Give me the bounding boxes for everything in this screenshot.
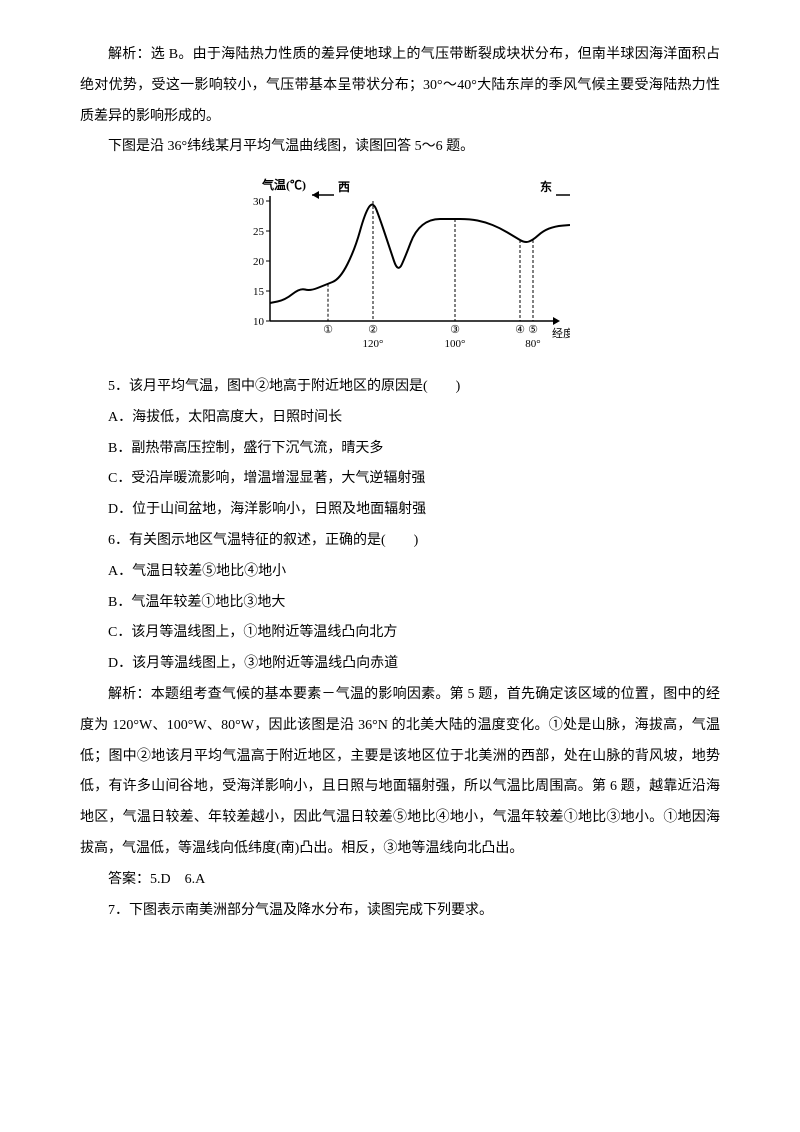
answer-56: 答案：5.D 6.A bbox=[80, 865, 720, 896]
svg-text:②: ② bbox=[368, 324, 378, 336]
q6-option-a: A．气温日较差⑤地比④地小 bbox=[80, 557, 720, 588]
svg-text:经度: 经度 bbox=[552, 326, 570, 340]
chart-container: 气温(℃) 西 东 30 25 20 15 10 经度 ① ② 120° ③ 100° ④⑤ 80° bbox=[80, 171, 720, 364]
explanation-1: 解析：选 B。由于海陆热力性质的差异使地球上的气压带断裂成块状分布，但南半球因海… bbox=[80, 40, 720, 132]
svg-text:100°: 100° bbox=[445, 338, 466, 350]
stimulus-text: 下图是沿 36°纬线某月平均气温曲线图，读图回答 5～6 题。 bbox=[80, 132, 720, 163]
q5-option-d: D．位于山间盆地，海洋影响小，日照及地面辐射强 bbox=[80, 495, 720, 526]
q5-stem: 5．该月平均气温，图中②地高于附近地区的原因是( ) bbox=[80, 372, 720, 403]
svg-text:15: 15 bbox=[253, 286, 265, 298]
svg-text:气温(℃): 气温(℃) bbox=[261, 177, 306, 192]
svg-text:10: 10 bbox=[253, 316, 265, 328]
svg-text:西: 西 bbox=[338, 180, 350, 194]
svg-text:③: ③ bbox=[450, 324, 460, 336]
q6-option-d: D．该月等温线图上，③地附近等温线凸向赤道 bbox=[80, 649, 720, 680]
q6-option-c: C．该月等温线图上，①地附近等温线凸向北方 bbox=[80, 618, 720, 649]
svg-text:东: 东 bbox=[540, 179, 552, 194]
q6-stem: 6．有关图示地区气温特征的叙述，正确的是( ) bbox=[80, 526, 720, 557]
svg-text:80°: 80° bbox=[525, 338, 540, 350]
explanation-2: 解析：本题组考查气候的基本要素－气温的影响因素。第 5 题，首先确定该区域的位置… bbox=[80, 680, 720, 865]
svg-text:⑤: ⑤ bbox=[528, 324, 538, 336]
q6-option-b: B．气温年较差①地比③地大 bbox=[80, 588, 720, 619]
svg-text:20: 20 bbox=[253, 256, 265, 268]
q7-stem: 7．下图表示南美洲部分气温及降水分布，读图完成下列要求。 bbox=[80, 896, 720, 927]
q5-option-b: B．副热带高压控制，盛行下沉气流，晴天多 bbox=[80, 434, 720, 465]
q5-option-a: A．海拔低，太阳高度大，日照时间长 bbox=[80, 403, 720, 434]
temperature-chart: 气温(℃) 西 东 30 25 20 15 10 经度 ① ② 120° ③ 100° ④⑤ 80° bbox=[230, 171, 570, 351]
q5-option-c: C．受沿岸暖流影响，增温增湿显著，大气逆辐射强 bbox=[80, 464, 720, 495]
chart-svg: 气温(℃) 西 东 30 25 20 15 10 经度 ① ② 120° ③ 100° ④⑤ 80° bbox=[230, 171, 570, 351]
svg-text:120°: 120° bbox=[363, 338, 384, 350]
svg-text:30: 30 bbox=[253, 196, 265, 208]
svg-text:④: ④ bbox=[515, 324, 525, 336]
svg-text:25: 25 bbox=[253, 226, 265, 238]
svg-text:①: ① bbox=[323, 324, 333, 336]
